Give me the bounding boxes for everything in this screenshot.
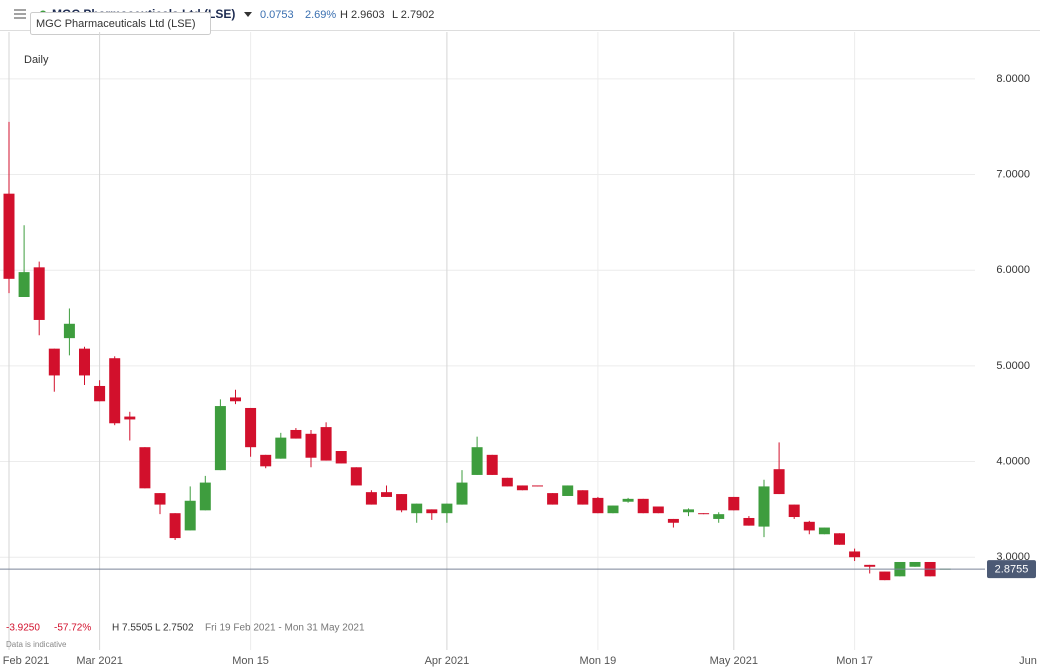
candle-body xyxy=(562,485,574,496)
last-price-label: 2.8755 xyxy=(995,564,1029,576)
summary-range: Fri 19 Feb 2021 - Mon 31 May 2021 xyxy=(205,623,365,634)
candle-body xyxy=(79,348,90,376)
x-tick-label: Mar 2021 xyxy=(76,655,122,667)
header-change-pct: 2.69% xyxy=(305,9,336,21)
candle-body xyxy=(320,427,332,461)
candle-body xyxy=(18,272,30,297)
candle-body xyxy=(245,407,257,448)
summary-high: H 7.5505 xyxy=(112,623,153,634)
candle-body xyxy=(260,454,272,467)
candle-body xyxy=(818,527,830,535)
candle-body xyxy=(486,454,498,475)
header-low: L 2.7902 xyxy=(392,9,434,21)
candle-body xyxy=(713,514,725,519)
summary-change: -3.9250 xyxy=(6,623,40,634)
candle-body xyxy=(864,564,876,567)
candle-body xyxy=(743,517,755,526)
header-high: H 2.9603 xyxy=(340,9,385,21)
candle-body xyxy=(879,571,891,581)
candle-body xyxy=(305,433,317,458)
candle-body xyxy=(124,416,136,420)
summary-low: L 2.7502 xyxy=(155,623,194,634)
dropdown-arrow[interactable] xyxy=(244,12,252,17)
candle-body xyxy=(834,533,845,545)
x-tick-label: Mon 17 xyxy=(836,655,873,667)
candle-body xyxy=(169,513,181,539)
y-tick-label: 5.0000 xyxy=(996,360,1030,372)
candle-body xyxy=(698,513,710,515)
x-tick-label: May 2021 xyxy=(710,655,758,667)
y-tick-label: 4.0000 xyxy=(996,455,1030,467)
y-tick-label: 3.0000 xyxy=(996,551,1030,563)
candle-body xyxy=(139,447,151,489)
candle-body xyxy=(154,493,166,505)
candle-body xyxy=(849,551,861,558)
candle-body xyxy=(350,467,362,486)
x-tick-label: Mon 19 xyxy=(580,655,617,667)
candle-body xyxy=(426,509,438,514)
candle-body xyxy=(667,518,679,523)
y-tick-label: 8.0000 xyxy=(996,73,1030,85)
candle-body xyxy=(109,358,121,424)
candle-body xyxy=(592,497,604,514)
interval-label: Daily xyxy=(24,54,49,66)
x-tick-label: Mon 15 xyxy=(232,655,269,667)
y-tick-label: 6.0000 xyxy=(996,264,1030,276)
candle-body xyxy=(788,504,800,518)
candle-body xyxy=(622,498,634,502)
candle-body xyxy=(275,437,287,459)
candle-body xyxy=(471,447,483,475)
candle-body xyxy=(396,494,408,511)
x-tick-label: Jun xyxy=(1019,655,1037,667)
candle-body xyxy=(909,561,921,567)
candle-body xyxy=(607,505,619,514)
candle-body xyxy=(214,406,226,471)
candle-body xyxy=(48,348,60,376)
summary-change-pct: -57.72% xyxy=(54,623,91,634)
candle-body xyxy=(230,397,241,402)
candle-body xyxy=(532,485,543,487)
candle-body xyxy=(758,486,770,527)
candle-body xyxy=(547,493,559,505)
x-tick-label: Apr 2021 xyxy=(425,655,470,667)
candle-body xyxy=(637,498,649,514)
candle-body xyxy=(516,485,528,491)
candle-body xyxy=(381,492,392,497)
candle-body xyxy=(773,469,785,495)
candle-body xyxy=(3,193,15,279)
candle-body xyxy=(803,521,815,531)
candle-body xyxy=(33,267,45,320)
candle-body xyxy=(441,503,453,514)
candle-body xyxy=(728,496,740,511)
candle-body xyxy=(577,490,589,505)
data-note: Data is indicative xyxy=(6,640,67,649)
candle-body xyxy=(652,506,664,514)
y-tick-label: 7.0000 xyxy=(996,168,1030,180)
candle-body xyxy=(335,451,347,464)
tooltip-text: MGC Pharmaceuticals Ltd (LSE) xyxy=(36,18,196,30)
candle-body xyxy=(290,429,302,439)
candle-body xyxy=(501,477,513,487)
candle-body xyxy=(63,323,75,339)
candle-body xyxy=(94,385,106,402)
candle-body xyxy=(411,503,423,514)
candle-body xyxy=(184,500,196,531)
candle-body xyxy=(683,509,694,513)
candle-body xyxy=(456,482,468,505)
candle-body xyxy=(365,492,377,505)
menu-icon[interactable] xyxy=(14,9,26,19)
candle-body xyxy=(199,482,211,511)
tooltip-box xyxy=(30,12,211,35)
x-tick-label: Feb 2021 xyxy=(3,655,49,667)
header-change: 0.0753 xyxy=(260,9,294,21)
last-price-tag xyxy=(987,560,1036,579)
